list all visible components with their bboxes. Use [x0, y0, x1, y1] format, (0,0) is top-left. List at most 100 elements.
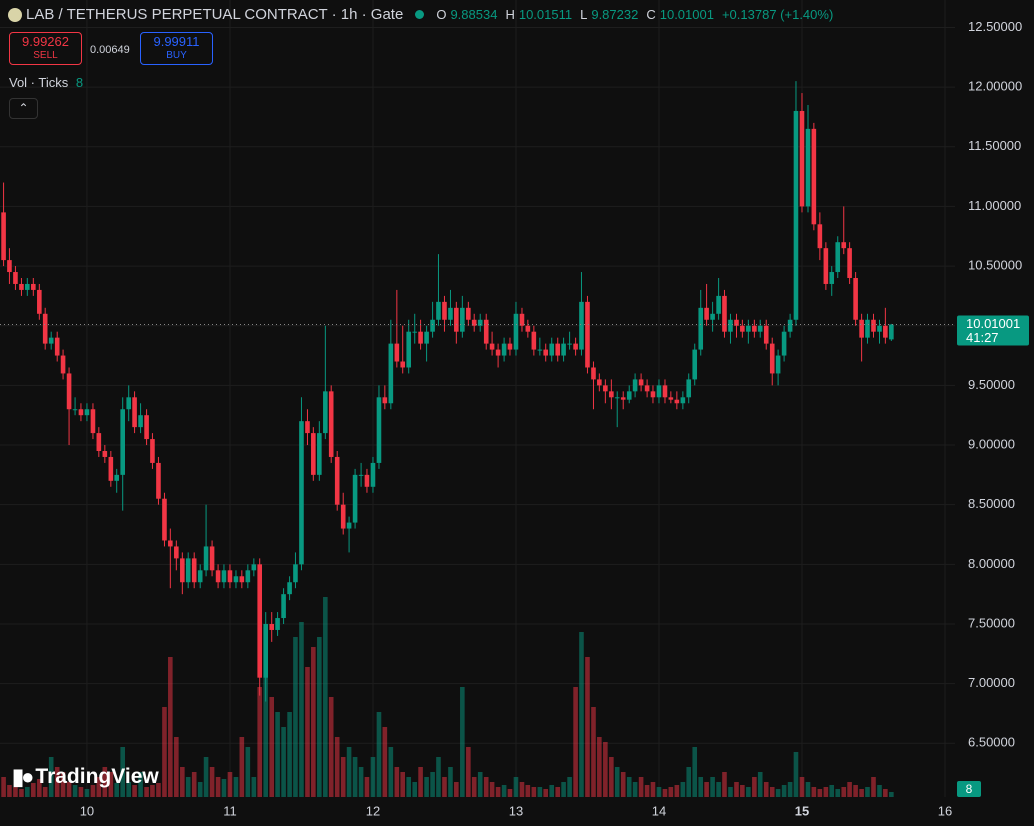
candle-body	[460, 307, 465, 332]
volume-bar	[716, 782, 721, 797]
candle-body	[257, 564, 263, 678]
volume-bar	[60, 772, 66, 797]
candle-body	[674, 399, 680, 404]
volume-bar	[168, 657, 173, 797]
volume-bar	[477, 772, 483, 797]
volume-bar	[442, 777, 447, 797]
candle-body	[883, 325, 888, 338]
candle-body	[686, 379, 692, 398]
ohlc-label: H	[505, 7, 515, 22]
logo: ▮● TradingView	[12, 764, 159, 790]
volume-bar	[370, 757, 376, 797]
candle-body	[215, 570, 221, 583]
volume-bar	[507, 789, 513, 797]
candle-body	[722, 295, 727, 332]
candle-body	[781, 331, 787, 356]
candle-body	[573, 343, 578, 350]
volume-bar	[233, 777, 239, 797]
volume-bar	[346, 747, 352, 797]
volume-bar	[460, 687, 465, 797]
volume-bar	[406, 777, 412, 797]
candle-body	[358, 474, 364, 476]
candle-body	[293, 564, 298, 583]
candle-body	[728, 319, 733, 332]
candle-body	[221, 570, 227, 583]
sell-button[interactable]: 9.99262 SELL	[9, 32, 82, 65]
candle-body	[704, 307, 709, 320]
volume-bar	[340, 757, 346, 797]
candle-body	[31, 283, 36, 290]
candle-body	[531, 331, 537, 350]
volume-bar	[626, 777, 632, 797]
candle-body	[108, 456, 114, 481]
candle-body	[775, 355, 781, 374]
volume-bar	[591, 707, 596, 797]
volume-bar	[603, 742, 608, 797]
candle-body	[388, 343, 394, 404]
volume-bar	[263, 627, 269, 797]
candle-body	[561, 343, 566, 356]
volume-bar	[752, 777, 757, 797]
candle-body	[507, 343, 513, 350]
volume-bar	[72, 785, 78, 797]
candle-body	[13, 272, 18, 284]
volume-bar	[132, 785, 137, 797]
candle-body	[650, 391, 656, 398]
candle-body	[90, 409, 96, 434]
candle-body	[144, 415, 149, 440]
buy-button[interactable]: 9.99911 BUY	[140, 32, 213, 65]
volume-bar	[257, 687, 263, 797]
candle-body	[346, 522, 352, 529]
ohlc-value: 9.87232	[591, 7, 639, 22]
volume-bar	[358, 767, 364, 797]
volume-bar	[90, 785, 96, 797]
collapse-button[interactable]: ⌃	[9, 98, 38, 119]
candle-body	[889, 324, 894, 340]
candle-body	[174, 546, 179, 559]
ohlc-value: 10.01001	[659, 7, 714, 22]
volume-bar	[412, 782, 418, 797]
candle-body	[168, 540, 173, 547]
candle-body	[406, 331, 412, 368]
candle-body	[185, 558, 191, 583]
candle-body	[632, 379, 638, 392]
volume-bar	[78, 787, 84, 797]
candle-body	[871, 319, 876, 332]
volume-bar	[638, 777, 644, 797]
candle-body	[364, 474, 370, 487]
volume-bar	[66, 782, 72, 797]
volume-bar	[543, 789, 549, 797]
candle-body	[799, 110, 805, 207]
volume-bar	[644, 785, 650, 797]
y-tick-label: 12.50000	[968, 19, 1022, 34]
volume-bar	[799, 777, 805, 797]
ohlc-label: C	[646, 7, 656, 22]
volume-bar	[614, 767, 620, 797]
candle-body	[537, 349, 543, 351]
candle-body	[424, 331, 429, 344]
candle-body	[305, 421, 310, 434]
volume-bar	[704, 782, 709, 797]
candle-body	[811, 128, 817, 225]
candle-body	[448, 307, 453, 320]
candle-body	[132, 397, 137, 428]
volume-bar	[454, 782, 459, 797]
candle-body	[25, 283, 30, 290]
candle-body	[275, 618, 280, 630]
candle-body	[793, 110, 799, 320]
symbol-icon	[8, 7, 22, 22]
y-tick-label: 9.50000	[968, 377, 1015, 392]
y-tick-label: 11.00000	[968, 198, 1021, 213]
candle-body	[823, 248, 829, 284]
candle-body	[495, 349, 501, 356]
volume-bar	[793, 752, 799, 797]
candle-body	[614, 397, 620, 399]
candle-body	[334, 456, 340, 505]
y-tick-label: 9.00000	[968, 436, 1015, 451]
candle-body	[114, 474, 119, 481]
volume-bar	[656, 787, 662, 797]
volume-bar	[388, 747, 394, 797]
volume-bar	[334, 737, 340, 797]
volume-bar	[597, 737, 602, 797]
volume-bar	[54, 767, 60, 797]
